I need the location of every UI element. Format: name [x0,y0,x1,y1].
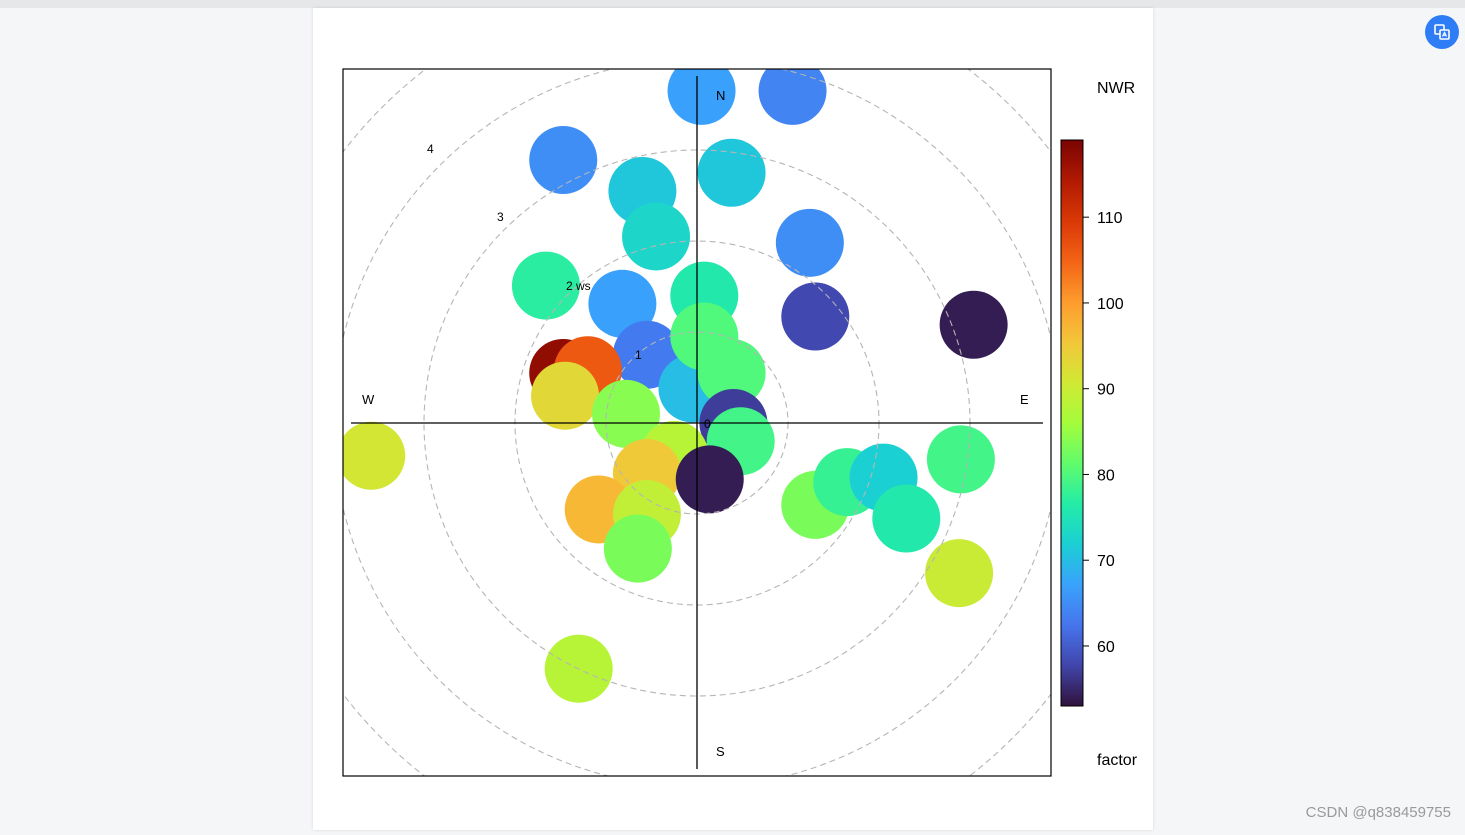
plot-panel-border [342,68,1052,777]
radial-tick-3: 3 [497,210,504,224]
translate-icon [1434,24,1450,40]
translate-button[interactable] [1425,15,1459,49]
radial-tick-0: 0 [704,417,711,431]
colorbar-tick-label: 90 [1097,382,1115,399]
colorbar-tick-label: 110 [1097,210,1123,227]
label-layer: N S E W 0 1 2 ws 3 4 [362,88,1029,759]
colorbar-tick-label: 80 [1097,467,1115,484]
csdn-watermark: CSDN @q838459755 [1305,804,1451,821]
surface-blob [775,208,844,277]
legend-title: NWR [1097,80,1135,97]
surface-blob [925,539,994,608]
surface-blob [343,421,406,490]
surface-blob [926,425,995,494]
radial-tick-2: 2 ws [566,279,591,293]
compass-south: S [716,744,725,759]
radial-tick-1: 1 [635,348,642,362]
surface-blob [758,69,827,125]
surface-blob [675,445,744,514]
colorbar-tick-label: 100 [1097,296,1124,313]
colorbar-tick-label: 60 [1097,639,1115,656]
surface-blob [781,282,850,351]
compass-east: E [1020,392,1029,407]
compass-west: W [362,392,375,407]
surface-blob [667,69,736,125]
compass-north: N [716,88,725,103]
colorbar-legend: NWR 60 70 80 90 100 110 factor [1060,80,1138,769]
surface-blob [939,290,1008,359]
polar-plot-chart: N S E W 0 1 2 ws 3 4 NWR 60 70 80 90 100 110 … [342,68,1138,777]
legend-subtitle: factor [1097,752,1138,769]
surface-blob [531,361,600,430]
surface-blob [622,202,691,271]
radial-tick-4: 4 [427,142,434,156]
surface-layer [343,69,1008,703]
grid-layer [343,69,1051,776]
surface-blob [529,126,598,195]
colorbar [1060,139,1084,707]
surface-blob [697,338,766,407]
document-page: N S E W 0 1 2 ws 3 4 NWR 60 70 80 90 100 110 … [313,8,1153,830]
colorbar-tick-label: 70 [1097,553,1115,570]
surface-blob [592,379,661,448]
surface-blob [872,484,941,553]
surface-blob [588,269,657,338]
surface-blob [603,514,672,583]
surface-blob [511,251,580,320]
top-strip [0,0,1465,8]
surface-blob [697,138,766,207]
